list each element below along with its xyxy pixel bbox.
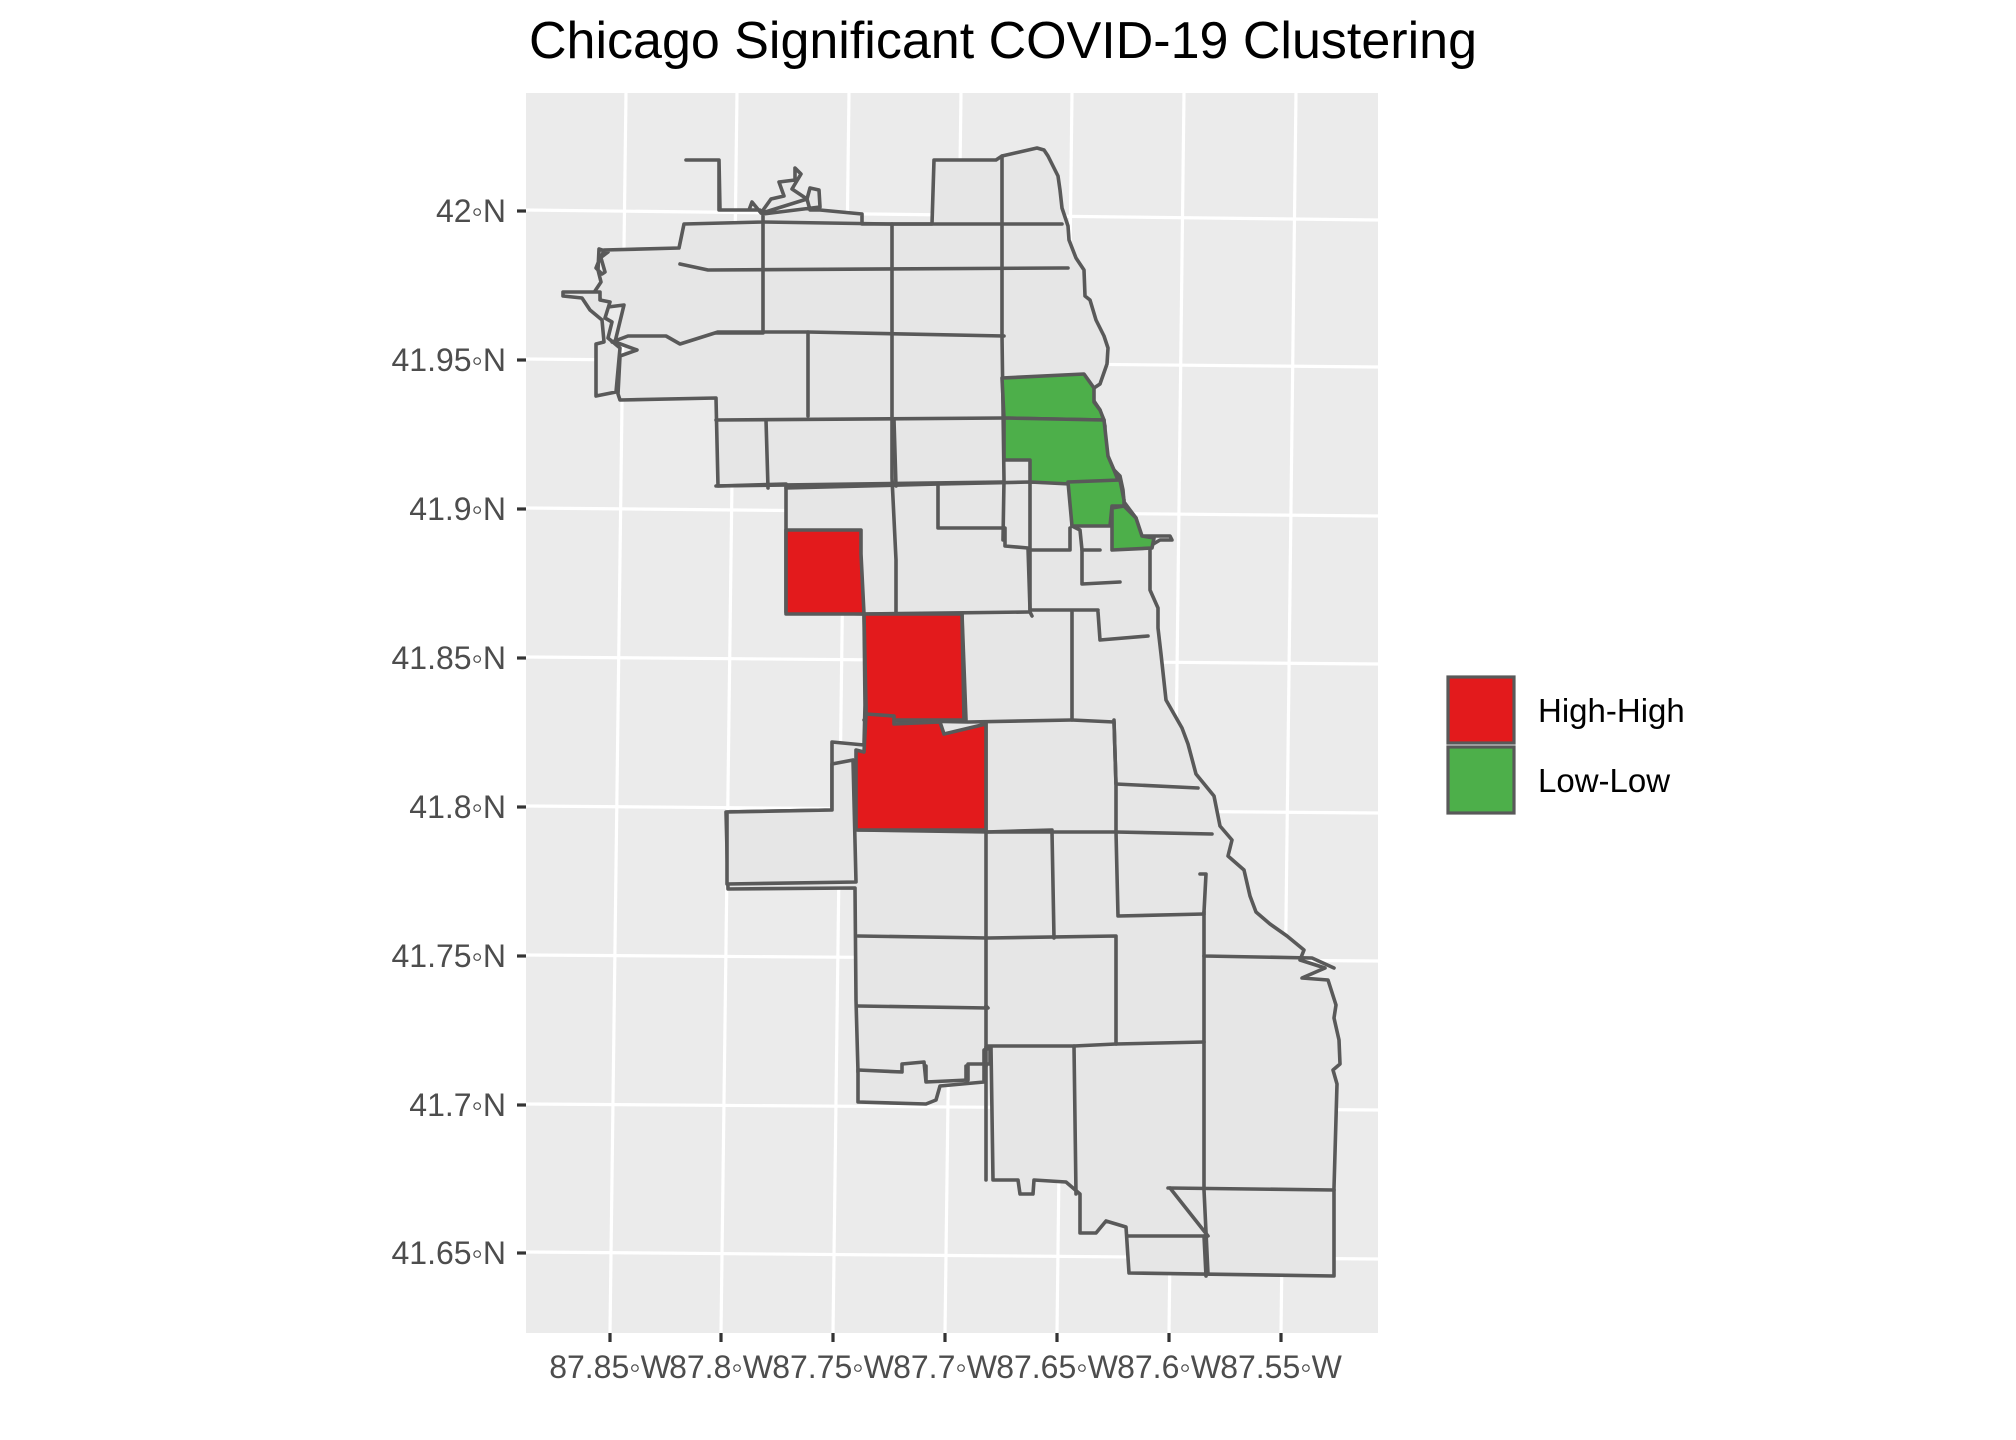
y-tick-label: 41.8◦N [409, 789, 506, 825]
x-tick-label: 87.65◦W [996, 1349, 1118, 1385]
x-tick-label: 87.8◦W [669, 1349, 774, 1385]
legend: High-High Low-Low [1446, 675, 1685, 815]
boundary [1202, 1234, 1208, 1278]
boundary [890, 222, 898, 618]
y-tick-label: 41.65◦N [391, 1235, 506, 1271]
cluster-high-high-area [854, 712, 988, 832]
boundary [678, 262, 1070, 272]
x-axis: 87.85◦W 87.8◦W 87.75◦W 87.7◦W 87.65◦W 87… [549, 1333, 1343, 1385]
x-tick-label: 87.55◦W [1220, 1349, 1342, 1385]
y-tick-label: 41.9◦N [409, 491, 506, 527]
cluster-high-high-area [784, 528, 866, 616]
area-ohare [561, 290, 622, 398]
y-tick-label: 41.7◦N [409, 1087, 506, 1123]
boundary [856, 1004, 990, 1010]
x-tick-label: 87.85◦W [549, 1349, 671, 1385]
boundary [764, 418, 770, 490]
cluster-areas [784, 372, 1156, 832]
boundaries [610, 154, 1336, 1278]
cluster-low-low-area [1110, 504, 1156, 552]
cluster-low-low-area [1000, 372, 1106, 422]
x-tick-label: 87.75◦W [772, 1349, 894, 1385]
legend-label-high-high: High-High [1538, 692, 1685, 729]
y-tick-label: 42◦N [436, 193, 506, 229]
legend-key-low-low [1446, 745, 1516, 815]
x-tick-label: 87.6◦W [1117, 1349, 1222, 1385]
boundary [856, 934, 1206, 1046]
boundary [892, 418, 898, 488]
boundary [1202, 910, 1336, 970]
boundary [1028, 526, 1072, 552]
y-tick-label: 41.85◦N [391, 640, 506, 676]
city-area [593, 146, 1342, 1278]
y-tick-label: 41.75◦N [391, 938, 506, 974]
boundary [1166, 1186, 1336, 1192]
boundary [761, 220, 1064, 226]
cluster-high-high-area [862, 612, 966, 722]
boundary [1114, 830, 1206, 918]
boundary [1112, 718, 1118, 834]
legend-key-high-high [1446, 675, 1516, 745]
boundary [1198, 872, 1208, 914]
legend-label-low-low: Low-Low [1538, 762, 1670, 799]
boundary [1050, 830, 1056, 940]
map-title: Chicago Significant COVID-19 Clustering [529, 12, 1477, 70]
boundary [1096, 610, 1150, 642]
x-tick-label: 87.7◦W [893, 1349, 998, 1385]
boundary [1072, 1044, 1078, 1196]
boundary [986, 1042, 1118, 1048]
y-axis: 42◦N 41.95◦N 41.9◦N 41.85◦N 41.8◦N 41.75… [391, 193, 526, 1271]
area-southwest-appendix [725, 758, 858, 886]
boundary [1126, 1186, 1210, 1238]
y-tick-label: 41.95◦N [391, 342, 506, 378]
boundary [1080, 548, 1122, 586]
